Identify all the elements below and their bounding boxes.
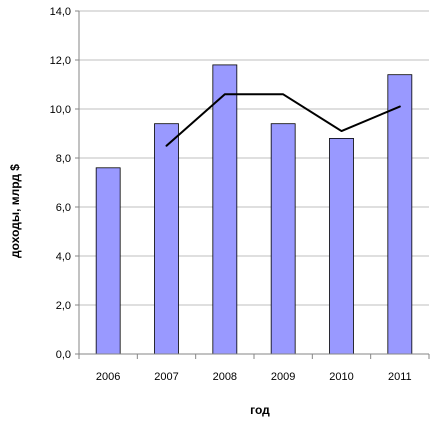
y-tick-label: 10,0 (50, 104, 71, 116)
x-axis-title: год (250, 403, 270, 417)
bar (387, 74, 413, 355)
y-tick-label: 8,0 (56, 153, 71, 165)
bar (212, 64, 238, 355)
bar (154, 123, 179, 355)
axes-layer (75, 10, 430, 359)
x-tick-label: 2007 (154, 371, 178, 383)
line-layer (165, 93, 401, 147)
x-tick-label: 2011 (388, 371, 412, 383)
y-axis-title: доходы, млрд $ (8, 164, 22, 258)
x-tick-label: 2009 (271, 371, 295, 383)
x-tick-label: 2008 (213, 371, 237, 383)
trend-line (165, 93, 401, 147)
y-tick-label: 0,0 (56, 349, 71, 361)
x-tick-label: 2010 (329, 371, 353, 383)
bars-layer (95, 64, 413, 355)
bar (95, 167, 121, 355)
x-tick-label: 2006 (96, 371, 120, 383)
y-tick-label: 4,0 (56, 251, 71, 263)
grid-layer (79, 10, 429, 355)
bar (270, 123, 296, 355)
y-tick-label: 12,0 (50, 55, 71, 67)
y-tick-label: 6,0 (56, 202, 71, 214)
y-tick-label: 14,0 (50, 6, 71, 18)
bar (329, 137, 354, 355)
labels-layer: 0,0 2,0 4,0 6,0 8,0 10,0 12,0 14,0 2006 2007 2008 2… (50, 6, 412, 383)
y-tick-label: 2,0 (56, 300, 71, 312)
